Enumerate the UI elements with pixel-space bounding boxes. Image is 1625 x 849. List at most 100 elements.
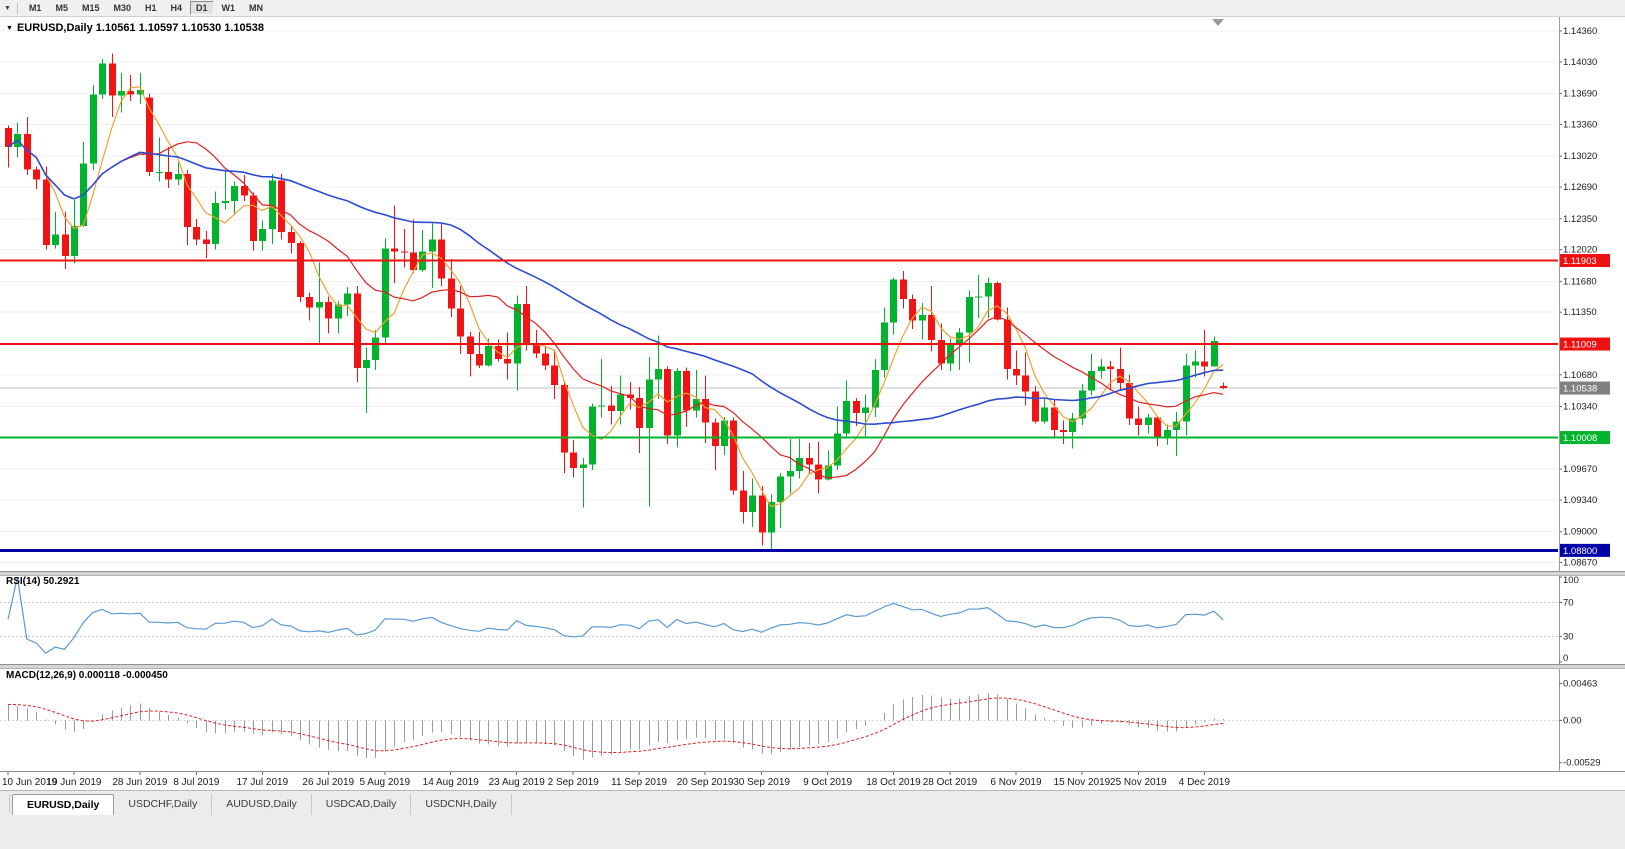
candle [1164,424,1171,445]
date-label: 25 Nov 2019 [1110,777,1167,788]
tab-usdcad-daily[interactable]: USDCAD,Daily [312,794,412,815]
candle [985,277,992,319]
candle [354,286,361,383]
candle [1145,414,1152,434]
candle [184,170,191,245]
hline-price-badge: 1.08800 [1560,543,1610,557]
date-label: 26 Jul 2019 [302,777,354,788]
candle [712,418,719,471]
candle [457,286,464,355]
toolbar-menu-caret-icon[interactable]: ▼ [4,4,11,12]
date-label: 20 Sep 2019 [677,777,734,788]
date-label: 14 Aug 2019 [423,777,480,788]
timeframe-button-m30[interactable]: M30 [107,1,137,15]
candle [43,166,50,250]
candle [1032,385,1039,424]
candle [740,470,747,524]
rsi-axis-label: 30 [1563,632,1574,643]
chart-area-background [0,16,1625,790]
candle [702,375,709,443]
candle [382,238,389,344]
candle [749,478,756,528]
chart-shift-marker[interactable] [1212,19,1224,26]
price-tick-label: 1.13360 [1563,119,1597,130]
price-tick-label: 1.10680 [1563,370,1597,381]
candle [542,346,549,371]
candle [222,171,229,210]
macd-axis-label: -0.00529 [1563,758,1601,769]
rsi-line [7,576,1224,654]
date-label: 17 Jul 2019 [236,777,288,788]
candle [1069,413,1076,449]
candle [608,385,615,425]
timeframe-button-h1[interactable]: H1 [139,1,163,15]
candle [241,174,248,202]
timeframe-button-w1[interactable]: W1 [216,1,242,15]
date-label: 18 Oct 2019 [866,777,921,788]
rsi-panel-splitter[interactable] [0,571,1625,576]
macd-axis-label: 0.00463 [1563,678,1597,689]
macd-panel-splitter[interactable] [0,664,1625,669]
candle [109,53,116,117]
candle [1041,398,1048,424]
candle [146,93,153,176]
timeframe-button-mn[interactable]: MN [243,1,269,15]
candle [71,200,78,264]
candle [825,450,832,481]
candle [250,192,257,251]
candle [1107,360,1114,390]
date-label: 8 Jul 2019 [173,777,220,788]
svg-text:1.08800: 1.08800 [1563,546,1597,557]
ma-fast-line [7,86,1224,508]
candle [1098,358,1105,379]
candle [1201,329,1208,377]
candle [259,220,266,251]
chart-tabs: EURUSD,Daily USDCHF,Daily AUDUSD,Daily USDC… [12,794,512,815]
macd-axis-label: 0.00 [1563,715,1582,726]
chart-tab-bar: EURUSD,Daily USDCHF,Daily AUDUSD,Daily USDC… [0,790,1625,849]
price-tick-label: 1.13020 [1563,151,1597,162]
timeframe-button-d1[interactable]: D1 [190,1,214,15]
timeframe-button-m5[interactable]: M5 [49,1,74,15]
candle [1060,420,1067,444]
tab-eurusd-daily[interactable]: EURUSD,Daily [12,794,115,815]
candle [994,281,1001,321]
candle [297,241,304,302]
candle [325,296,332,334]
candle [815,442,822,494]
timeframe-toolbar: ▼ M1 M5 M15 M30 H1 H4 D1 W1 MN [0,0,1625,17]
candle [52,212,59,249]
candle [900,271,907,309]
price-tick-label: 1.14030 [1563,57,1597,68]
candle [853,398,860,427]
candle [165,146,172,188]
candle [561,380,568,473]
candle [90,85,97,171]
tab-audusd-daily[interactable]: AUDUSD,Daily [212,794,312,815]
macd-indicator-label: MACD(12,26,9) 0.000118 -0.000450 [6,670,168,681]
symbol-collapse-icon[interactable]: ▼ [6,24,13,32]
candle [1088,354,1095,396]
tab-usdchf-daily[interactable]: USDCHF,Daily [114,794,213,815]
current-price-badge: 1.10538 [1560,381,1610,395]
candle [636,386,643,454]
candle [1183,354,1190,436]
candle [872,358,879,417]
date-label: 15 Nov 2019 [1054,777,1111,788]
candle [476,331,483,369]
candle [1013,350,1020,386]
candle [212,191,219,250]
timeframe-button-m1[interactable]: M1 [23,1,48,15]
timeframe-button-m15[interactable]: M15 [76,1,106,15]
rsi-indicator-label: RSI(14) 50.2921 [6,576,80,587]
candle [759,485,766,546]
tab-usdcnh-daily[interactable]: USDCNH,Daily [411,794,512,815]
price-tick-label: 1.09000 [1563,527,1597,538]
price-axis-labels: 1.14360 1.14030 1.13690 1.13360 1.13020 1.126… [1559,26,1597,569]
candle [646,357,653,507]
timeframe-button-h4[interactable]: H4 [165,1,189,15]
candle [598,358,605,418]
candle [175,162,182,186]
date-label: 6 Nov 2019 [990,777,1042,788]
